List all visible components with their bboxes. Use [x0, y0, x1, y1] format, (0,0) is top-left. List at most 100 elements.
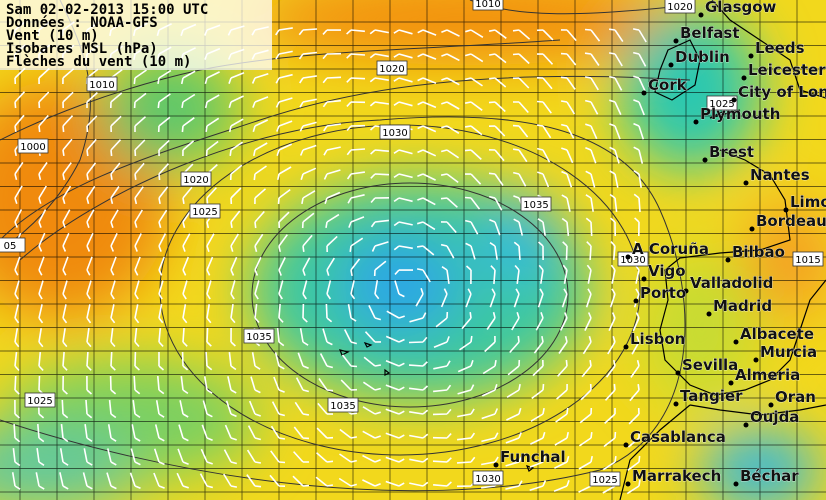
isobar-label-box [17, 138, 49, 154]
wind-arrow [317, 402, 334, 415]
wind-arrow [59, 448, 69, 466]
wind-arrow [205, 117, 220, 133]
wind-arrow [554, 431, 569, 446]
wind-arrow [350, 280, 356, 300]
wind-arrow [627, 431, 640, 448]
wind-arrow [440, 288, 448, 308]
wind-arrow [322, 99, 341, 108]
wind-arrow [340, 379, 358, 391]
wind-arrow [297, 352, 309, 370]
wind-arrow [133, 375, 141, 395]
wind-arrow [416, 221, 436, 231]
isobar-label: 1010 [89, 80, 114, 91]
wind-arrow [181, 93, 196, 109]
wind-arrow [536, 100, 552, 114]
wind-arrow [179, 400, 189, 418]
wind-arrow [86, 327, 92, 348]
wind-arrow [200, 448, 213, 465]
wind-arrow [560, 52, 577, 66]
wind-arrow [132, 399, 141, 419]
wind-arrow [295, 377, 310, 393]
wind-arrow [558, 336, 568, 354]
wind-arrow [364, 331, 382, 343]
wind-arrow [464, 101, 483, 111]
isobar-label: 1035 [246, 332, 271, 343]
wind-arrow [158, 186, 169, 205]
wind-arrow [346, 53, 366, 59]
isobar-label: 1015 [795, 255, 820, 266]
wind-arrow [14, 161, 24, 181]
wind-arrow [633, 170, 642, 188]
city-name: Oujda [750, 408, 799, 426]
city-dot [731, 97, 737, 103]
wind-arrow [512, 29, 531, 40]
wind-arrow [134, 139, 146, 157]
wind-arrow [373, 260, 387, 277]
wind-arrow [134, 186, 144, 205]
wind-arrow [629, 383, 640, 402]
wind-arrow [224, 424, 237, 441]
wind-arrow [506, 383, 521, 398]
wind-arrow [277, 166, 292, 181]
wind-arrow [302, 257, 311, 276]
wind-arrow [86, 256, 93, 276]
isobar-label: 1000 [20, 142, 45, 153]
isobar-label-box [472, 0, 504, 11]
city-name: Sevilla [682, 356, 738, 374]
wind-arrow [14, 114, 25, 133]
wind-arrow [609, 193, 618, 212]
wind-arrow [633, 146, 644, 164]
wind-arrow [14, 328, 20, 348]
city-name: Lisbon [630, 330, 685, 348]
isobar-label-box [376, 60, 408, 76]
wind-arrow [38, 67, 50, 85]
wind-arrow [440, 173, 459, 184]
wind-arrow [199, 473, 214, 489]
wind-arrow [302, 234, 313, 253]
city-name: Leicester [748, 61, 826, 79]
wind-arrow [324, 191, 341, 204]
wind-arrow [433, 360, 451, 370]
wind-arrow [62, 68, 75, 85]
wind-arrow [409, 433, 429, 439]
wind-arrow [270, 425, 286, 440]
wind-arrow [247, 425, 262, 441]
wind-arrow [486, 312, 496, 330]
wind-arrow [182, 140, 195, 157]
isobar-label-box [243, 328, 275, 344]
wind-arrow [230, 256, 238, 276]
wind-arrow [158, 209, 168, 229]
wind-arrow [273, 376, 285, 393]
wind-arrow [204, 94, 220, 109]
city-dot [673, 401, 679, 407]
city-dot [673, 38, 679, 44]
wind-arrow [230, 280, 236, 300]
wind-arrow [417, 29, 437, 36]
wind-arrow [440, 197, 458, 208]
wind-arrow [177, 448, 189, 465]
wind-arrow [432, 433, 452, 439]
wind-arrow [153, 472, 165, 489]
wind-arrow [554, 455, 570, 469]
isobar-label-box [664, 0, 696, 14]
city-dot [625, 254, 631, 260]
isobar-label: 1020 [667, 2, 692, 13]
wind-arrow [38, 280, 44, 300]
wind-arrow [456, 456, 476, 464]
wind-arrow [278, 234, 288, 253]
wind-arrow [609, 146, 620, 164]
wind-arrow [14, 280, 20, 300]
city-name: Bilbao [732, 243, 785, 261]
wind-arrow [536, 77, 553, 90]
wind-arrow [275, 97, 293, 108]
wind-arrow [585, 147, 597, 164]
wind-arrow [362, 454, 381, 463]
wind-arrow [609, 99, 622, 116]
wind-arrow [537, 218, 546, 236]
wind-arrow [537, 171, 550, 188]
wind-arrow [561, 288, 568, 308]
wind-arrow [86, 351, 92, 371]
wind-arrow [633, 99, 645, 116]
wind-arrow [633, 193, 641, 213]
